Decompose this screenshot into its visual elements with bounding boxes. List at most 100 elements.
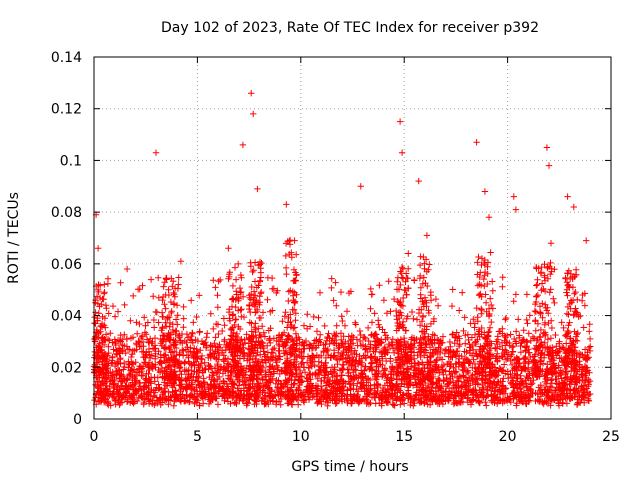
data-point <box>209 343 216 350</box>
data-point <box>273 386 281 394</box>
data-point <box>280 329 288 336</box>
data-point <box>356 398 363 405</box>
data-point <box>354 342 361 349</box>
data-point <box>149 338 156 345</box>
data-point <box>135 338 142 345</box>
data-point <box>261 393 269 401</box>
data-point <box>296 367 304 375</box>
y-tick-label: 0.04 <box>51 309 82 325</box>
data-point <box>497 378 504 385</box>
data-point <box>255 262 262 269</box>
data-point <box>340 347 347 355</box>
data-point <box>129 334 137 341</box>
data-point <box>345 366 353 373</box>
data-point <box>502 385 510 392</box>
data-point <box>547 259 554 267</box>
data-point <box>282 252 289 260</box>
data-point <box>322 359 329 367</box>
x-tick-label: 5 <box>193 429 202 445</box>
data-point <box>148 363 155 370</box>
data-point <box>471 360 479 368</box>
data-point <box>368 360 375 367</box>
data-point <box>233 400 240 408</box>
data-point <box>145 345 153 353</box>
data-point <box>372 374 379 382</box>
data-point <box>480 275 487 283</box>
data-point <box>425 382 432 390</box>
data-point <box>165 401 172 408</box>
data-point <box>162 319 169 326</box>
data-point <box>121 359 128 367</box>
data-point <box>207 310 214 317</box>
data-point <box>578 371 586 378</box>
data-point <box>523 372 530 380</box>
data-point <box>253 393 260 400</box>
data-point <box>147 374 155 381</box>
data-point <box>171 398 178 405</box>
data-point <box>286 394 294 401</box>
data-point <box>258 356 266 363</box>
data-point <box>469 397 476 405</box>
data-point <box>187 373 194 380</box>
x-axis-label: GPS time / hours <box>291 459 408 475</box>
data-point <box>157 359 164 367</box>
data-point <box>162 382 169 389</box>
data-point <box>97 322 105 330</box>
data-point <box>340 361 347 368</box>
data-point <box>116 337 123 344</box>
data-point <box>102 350 109 358</box>
data-point <box>471 331 479 338</box>
data-point <box>420 370 427 378</box>
data-point <box>205 386 213 393</box>
data-point <box>92 309 99 316</box>
data-point <box>364 324 372 332</box>
data-point <box>218 385 225 393</box>
data-point <box>488 340 495 347</box>
data-point <box>432 357 440 364</box>
data-point <box>338 340 345 347</box>
data-point <box>126 370 134 378</box>
data-point <box>316 336 323 343</box>
data-point <box>421 346 428 353</box>
data-point <box>128 383 136 391</box>
data-point <box>381 350 388 357</box>
data-point <box>178 371 185 378</box>
data-point <box>449 330 457 338</box>
data-point <box>413 389 420 396</box>
data-point <box>289 288 296 295</box>
data-point <box>166 375 173 382</box>
data-point <box>145 391 152 398</box>
data-point <box>456 341 463 348</box>
data-point <box>486 384 493 391</box>
data-point <box>586 328 593 335</box>
data-point <box>169 389 176 396</box>
data-point <box>546 351 553 358</box>
data-point <box>258 374 266 382</box>
data-point <box>138 372 145 380</box>
data-point <box>455 388 463 395</box>
data-point <box>120 392 127 400</box>
data-point <box>425 392 433 399</box>
data-point <box>532 364 539 371</box>
data-point <box>512 364 520 371</box>
data-point <box>521 395 528 402</box>
data-point <box>470 316 477 323</box>
data-point <box>283 367 291 375</box>
data-point <box>361 346 369 353</box>
data-point <box>209 372 216 379</box>
data-point <box>208 382 215 389</box>
data-point <box>304 375 311 382</box>
data-point <box>418 306 425 313</box>
data-point <box>501 361 508 368</box>
data-point <box>159 336 167 343</box>
data-point <box>316 366 323 373</box>
data-point <box>354 360 362 368</box>
data-point <box>339 366 347 374</box>
data-point <box>475 253 482 261</box>
data-point <box>525 391 532 399</box>
data-point <box>256 293 263 300</box>
data-point <box>358 385 365 392</box>
data-point <box>226 392 233 399</box>
data-point <box>157 401 164 408</box>
data-point <box>451 340 458 347</box>
